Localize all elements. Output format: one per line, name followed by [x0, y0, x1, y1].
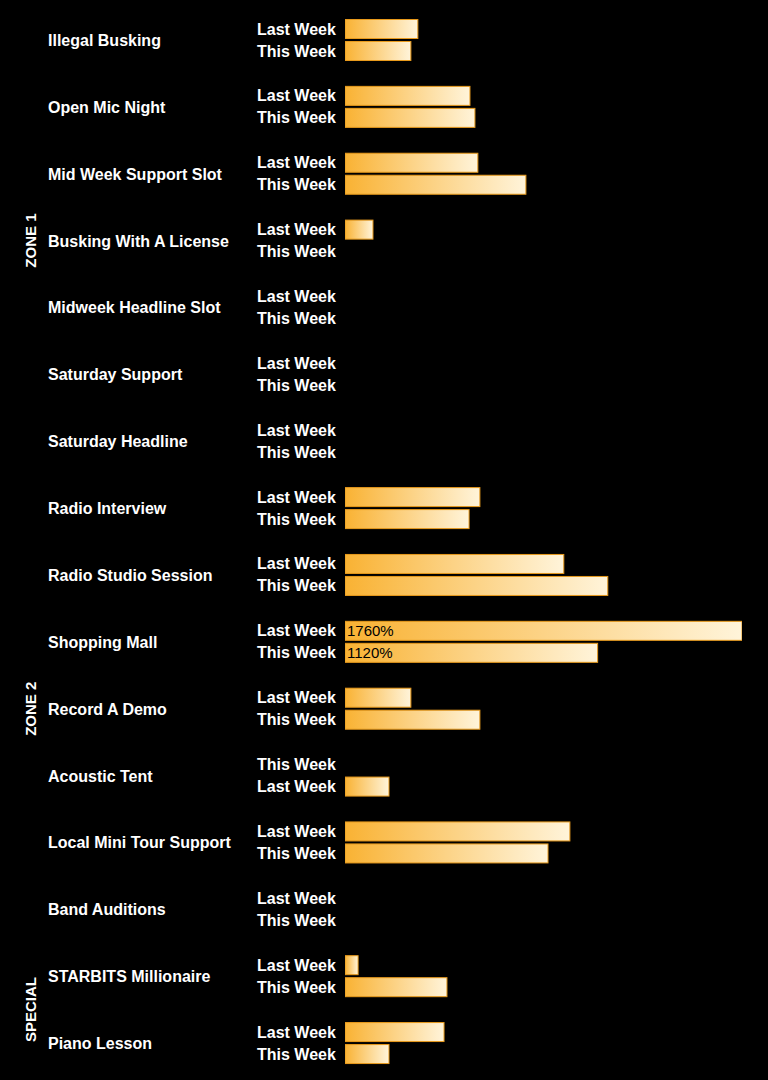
- bar: [345, 220, 373, 239]
- row-label: Last Week: [257, 489, 336, 506]
- bar: [345, 86, 470, 105]
- category-label: Shopping Mall: [48, 634, 157, 651]
- row-label: This Week: [257, 845, 336, 862]
- labels: Illegal Busking Last Week This Week Open Mi…: [22, 21, 394, 1063]
- row-label: Last Week: [257, 154, 336, 171]
- category-label: Open Mic Night: [48, 99, 166, 116]
- bar: [345, 108, 475, 127]
- bar: [345, 777, 389, 796]
- background: [0, 0, 768, 1080]
- bar: [345, 688, 411, 707]
- category-label: Saturday Support: [48, 366, 183, 383]
- bar: [345, 354, 346, 373]
- row-label: Last Week: [257, 21, 336, 38]
- row-label: Last Week: [257, 355, 336, 372]
- data-label: 1120%: [347, 644, 393, 661]
- bar: [345, 309, 346, 328]
- bar: [345, 443, 346, 462]
- bar: [345, 755, 346, 774]
- category-label: Busking With A License: [48, 233, 229, 250]
- zone-label: SPECIAL: [22, 977, 39, 1042]
- category-label: Radio Interview: [48, 500, 167, 517]
- bar: [345, 621, 742, 640]
- row-label: This Week: [257, 979, 336, 996]
- row-label: Last Week: [257, 823, 336, 840]
- bar: [345, 42, 411, 61]
- row-label: This Week: [257, 109, 336, 126]
- zone-label: ZONE 2: [22, 682, 39, 736]
- row-label: This Week: [257, 756, 336, 773]
- category-label: Radio Studio Session: [48, 567, 212, 584]
- bar: [345, 242, 346, 261]
- row-label: Last Week: [257, 890, 336, 907]
- bar: [345, 710, 480, 729]
- row-label: This Week: [257, 310, 336, 327]
- bar: [345, 956, 358, 975]
- row-label: This Week: [257, 1046, 336, 1063]
- bar: [345, 844, 548, 863]
- data-label: 1760%: [347, 622, 394, 639]
- row-label: Last Week: [257, 622, 336, 639]
- category-label: Piano Lesson: [48, 1035, 152, 1052]
- bars: [345, 20, 742, 1064]
- category-label: Midweek Headline Slot: [48, 299, 221, 316]
- row-label: This Week: [257, 511, 336, 528]
- row-label: Last Week: [257, 422, 336, 439]
- category-label: Acoustic Tent: [48, 768, 153, 785]
- row-label: Last Week: [257, 221, 336, 238]
- row-label: This Week: [257, 43, 336, 60]
- row-label: Last Week: [257, 689, 336, 706]
- category-label: Local Mini Tour Support: [48, 834, 231, 851]
- row-label: This Week: [257, 444, 336, 461]
- row-label: Last Week: [257, 87, 336, 104]
- bar: [345, 153, 478, 172]
- category-label: Saturday Headline: [48, 433, 188, 450]
- row-label: This Week: [257, 176, 336, 193]
- category-label: Illegal Busking: [48, 32, 161, 49]
- row-label: This Week: [257, 377, 336, 394]
- bar: [345, 978, 447, 997]
- chart: Illegal Busking Last Week This Week Open Mi…: [0, 0, 768, 1080]
- row-label: Last Week: [257, 957, 336, 974]
- bar: [345, 376, 346, 395]
- bar: [345, 510, 469, 529]
- row-label: This Week: [257, 644, 336, 661]
- category-label: STARBITS Millionaire: [48, 968, 210, 985]
- category-label: Band Auditions: [48, 901, 166, 918]
- bar: [345, 889, 346, 908]
- bar: [345, 554, 564, 573]
- bar: [345, 576, 608, 595]
- bar: [345, 287, 346, 306]
- bar: [345, 1023, 444, 1042]
- bar: [345, 20, 418, 39]
- bar: [345, 488, 480, 507]
- bar: [345, 911, 346, 930]
- bar: [345, 822, 570, 841]
- bar: [345, 421, 346, 440]
- row-label: Last Week: [257, 555, 336, 572]
- row-label: Last Week: [257, 1024, 336, 1041]
- row-label: Last Week: [257, 778, 336, 795]
- category-label: Record A Demo: [48, 701, 167, 718]
- zone-label: ZONE 1: [22, 214, 39, 268]
- bar: [345, 643, 598, 662]
- row-label: Last Week: [257, 288, 336, 305]
- category-label: Mid Week Support Slot: [48, 166, 223, 183]
- bar: [345, 1045, 389, 1064]
- row-label: This Week: [257, 711, 336, 728]
- row-label: This Week: [257, 912, 336, 929]
- row-label: This Week: [257, 577, 336, 594]
- row-label: This Week: [257, 243, 336, 260]
- bar: [345, 175, 526, 194]
